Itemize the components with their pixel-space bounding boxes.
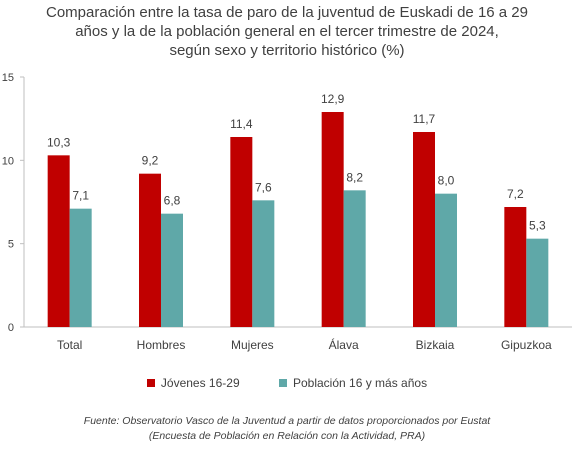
legend-label-poblacion: Población 16 y más años xyxy=(292,376,428,390)
data-label: 9,2 xyxy=(142,154,159,168)
bar xyxy=(161,213,183,327)
legend-item-poblacion: Población 16 y más años xyxy=(278,376,428,390)
bar xyxy=(252,200,275,327)
source-note: Fuente: Observatorio Vasco de la Juventu… xyxy=(0,414,574,444)
legend-label-jovenes: Jóvenes 16-29 xyxy=(160,376,240,390)
legend: Jóvenes 16-29 Población 16 y más años xyxy=(0,376,574,390)
x-tick-label: Hombres xyxy=(137,338,186,352)
bar xyxy=(526,238,549,327)
legend-item-jovenes: Jóvenes 16-29 xyxy=(146,376,240,390)
y-tick-label: 0 xyxy=(8,322,14,334)
bar-chart: 0 5 10 15 10,3 7,1 Total 9,2 6,8 Hombres 11,4 7,6 Mu… xyxy=(2,72,572,352)
x-tick-label: Gipuzkoa xyxy=(501,338,552,352)
chart-title-line-3: según sexo y territorio histórico (%) xyxy=(169,42,405,59)
data-label: 11,7 xyxy=(413,112,436,126)
bar xyxy=(230,137,253,327)
x-tick-label: Total xyxy=(57,338,82,352)
data-label: 11,4 xyxy=(230,117,253,131)
chart-title-line-2: años y la de la población general en el … xyxy=(75,23,499,40)
bar xyxy=(321,112,344,327)
data-label: 8,2 xyxy=(346,170,363,184)
legend-swatch-poblacion xyxy=(278,379,287,387)
chart-title-line-1: Comparación entre la tasa de paro de la … xyxy=(46,4,528,21)
bar xyxy=(69,208,92,327)
data-label: 8,0 xyxy=(438,174,455,188)
bar xyxy=(47,155,70,327)
y-tick-label: 15 xyxy=(2,72,14,84)
bar xyxy=(343,190,366,327)
data-label: 7,2 xyxy=(507,187,524,201)
bar xyxy=(139,173,161,327)
x-tick-label: Álava xyxy=(329,337,359,352)
data-label: 10,3 xyxy=(47,135,71,149)
source-line-1: Fuente: Observatorio Vasco de la Juventu… xyxy=(83,415,491,427)
bar xyxy=(435,193,457,327)
source-line-2: (Encuesta de Población en Relación con l… xyxy=(148,430,426,442)
bar xyxy=(413,132,435,327)
y-tick-label: 5 xyxy=(8,239,14,251)
y-tick-label: 10 xyxy=(2,155,14,167)
x-tick-label: Mujeres xyxy=(231,338,274,352)
chart-title: Comparación entre la tasa de paro de la … xyxy=(0,3,574,60)
bar xyxy=(504,207,527,327)
data-label: 5,3 xyxy=(529,219,546,233)
data-label: 7,6 xyxy=(255,180,272,194)
data-label: 12,9 xyxy=(321,92,345,106)
legend-swatch-jovenes xyxy=(146,379,155,387)
data-label: 6,8 xyxy=(164,194,181,208)
x-tick-label: Bizkaia xyxy=(416,338,455,352)
data-label: 7,1 xyxy=(72,189,89,203)
